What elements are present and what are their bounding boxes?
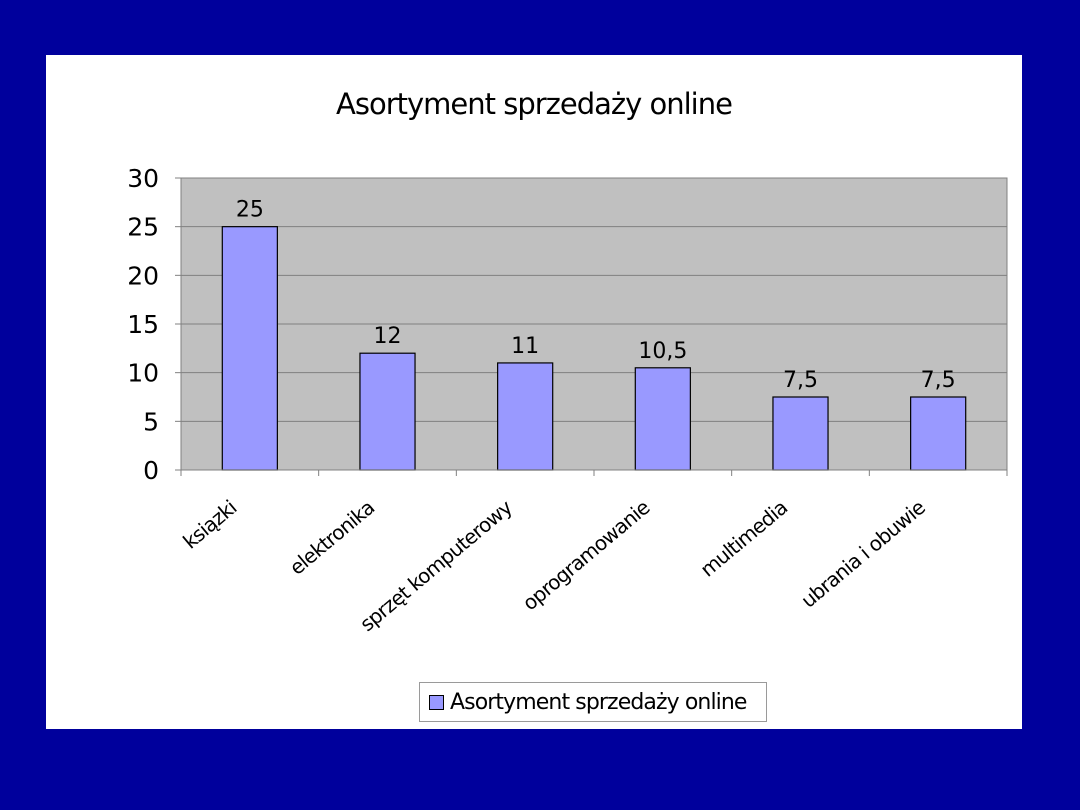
bar-data-label: 12	[374, 324, 402, 349]
bar-chart: Asortyment sprzedaży online 25 12 11 10,5 7,…	[127, 87, 1008, 636]
bar-data-label: 11	[511, 334, 539, 359]
legend: Asortyment sprzedaży online	[419, 682, 767, 722]
y-tick-label: 0	[143, 456, 159, 485]
chart-panel: Asortyment sprzedaży online 25 12 11 10,5 7,…	[46, 55, 1022, 729]
bar-data-label: 7,5	[783, 368, 818, 393]
x-category-label: oprogramowanie	[518, 495, 655, 615]
bar	[221, 226, 278, 471]
x-category-label: ksiązki	[178, 495, 241, 553]
bar	[910, 396, 967, 471]
bar	[772, 396, 829, 471]
x-category-label: multimedia	[696, 495, 792, 581]
bar-data-label: 10,5	[638, 339, 687, 364]
bar	[359, 352, 416, 471]
chart-title: Asortyment sprzedaży online	[336, 87, 732, 121]
bar	[634, 367, 691, 471]
y-tick-label: 25	[127, 213, 159, 242]
y-tick-label: 20	[127, 261, 159, 290]
legend-label: Asortyment sprzedaży online	[450, 689, 747, 715]
x-category-label: sprzęt komputerowy	[355, 495, 517, 636]
bar	[497, 362, 554, 471]
data-labels: 25 12 11 10,5 7,5 7,5	[236, 198, 956, 393]
y-tick-label: 30	[127, 164, 159, 193]
bars	[221, 226, 967, 471]
x-category-label: ubrania i obuwie	[796, 495, 929, 612]
bar-data-label: 25	[236, 198, 264, 223]
y-tick-label: 15	[127, 310, 159, 339]
gridlines	[181, 226, 1007, 422]
y-tick-label: 10	[127, 359, 159, 388]
y-axis: 0 5 10 15 20 25 30	[127, 164, 182, 485]
bar-data-label: 7,5	[921, 368, 956, 393]
y-tick-label: 5	[143, 407, 159, 436]
legend-swatch	[429, 694, 444, 710]
x-category-label: elektronika	[285, 495, 379, 579]
